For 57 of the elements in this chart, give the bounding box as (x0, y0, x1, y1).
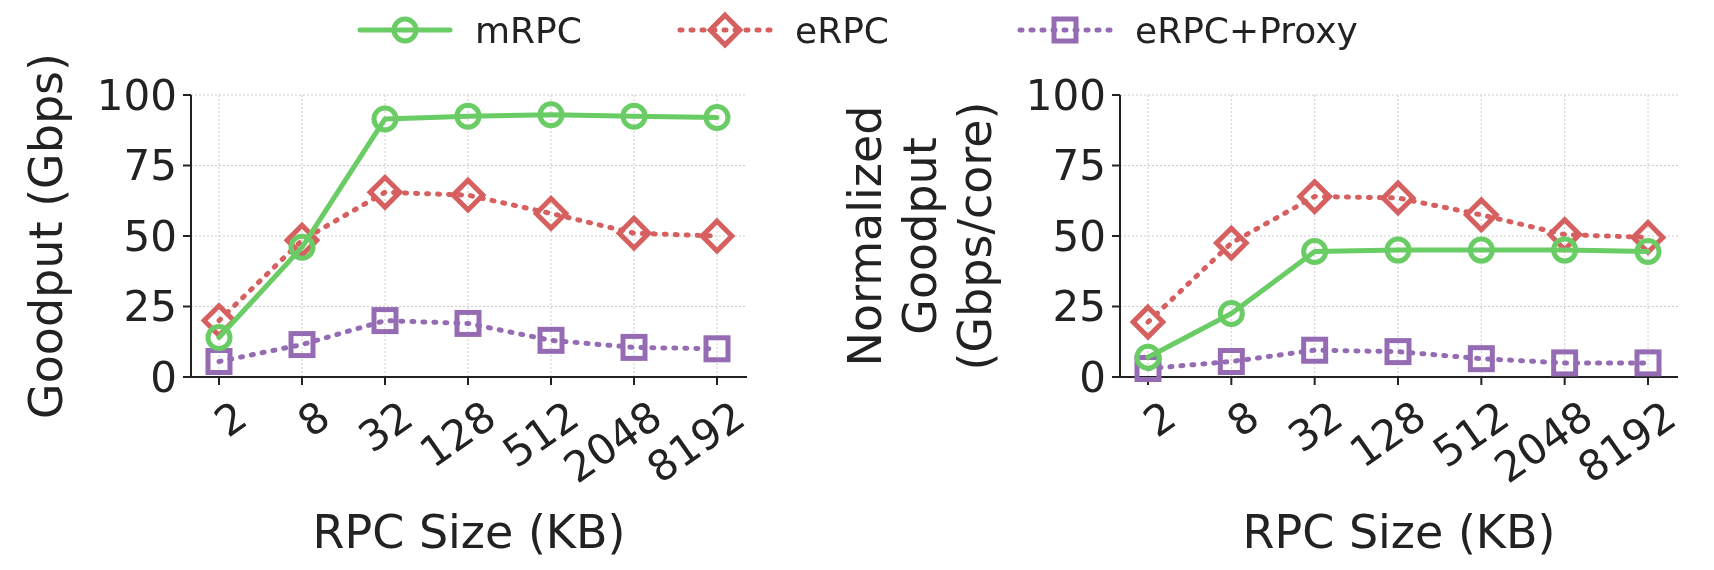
point (620, 102, 648, 130)
y-tick-label: 50 (1052, 211, 1106, 261)
point (1384, 338, 1412, 366)
legend-label: mRPC (475, 9, 582, 51)
y-tick-label: 25 (1052, 282, 1106, 332)
point (371, 105, 399, 133)
x-axis-title: RPC Size (KB) (312, 505, 626, 559)
point (205, 324, 233, 352)
point (1551, 236, 1579, 264)
point (1217, 300, 1245, 328)
point (703, 335, 731, 363)
point (1384, 236, 1412, 264)
point (616, 215, 652, 251)
point (1297, 179, 1333, 214)
point (703, 104, 731, 132)
x-tick-label: 8 (288, 391, 339, 447)
x-tick-label: 8 (1217, 391, 1268, 447)
y-tick-label: 100 (96, 70, 177, 120)
legend-label: eRPC+Proxy (1135, 9, 1358, 51)
x-axis-title: RPC Size (KB) (1242, 505, 1556, 559)
point (1380, 180, 1416, 216)
point (371, 307, 399, 335)
point (699, 218, 735, 254)
point (1301, 336, 1329, 364)
point (537, 101, 565, 129)
point (1467, 236, 1495, 264)
point (367, 174, 403, 210)
x-tick-label: 2 (1134, 391, 1185, 447)
point (1467, 345, 1495, 373)
legend-label: eRPC (795, 9, 890, 51)
x-tick-label: 2 (205, 391, 256, 447)
point (288, 331, 316, 359)
point (454, 102, 482, 130)
point (1463, 197, 1499, 233)
point (533, 196, 569, 231)
point (1301, 238, 1329, 266)
point (620, 333, 648, 361)
y-tick-label: 50 (123, 211, 177, 261)
point (1213, 225, 1249, 261)
y-tick-label: 0 (150, 352, 177, 402)
y-tick-label: 75 (123, 141, 177, 191)
y-tick-label: 75 (1052, 141, 1106, 191)
y-tick-label: 100 (1025, 70, 1106, 120)
y-tick-label: 25 (123, 282, 177, 332)
y-tick-label: 0 (1079, 352, 1106, 402)
point (450, 177, 486, 213)
point (454, 309, 482, 337)
y-axis-title: Normalized Goodput (Gbps/core) (838, 101, 1003, 371)
point (1551, 349, 1579, 377)
y-axis-title: Goodput (Gbps) (19, 52, 74, 420)
point (205, 347, 233, 375)
point (537, 326, 565, 354)
point (1130, 304, 1166, 340)
point (1634, 238, 1662, 266)
point (1634, 349, 1662, 377)
point (1134, 343, 1162, 371)
point (1217, 347, 1245, 375)
